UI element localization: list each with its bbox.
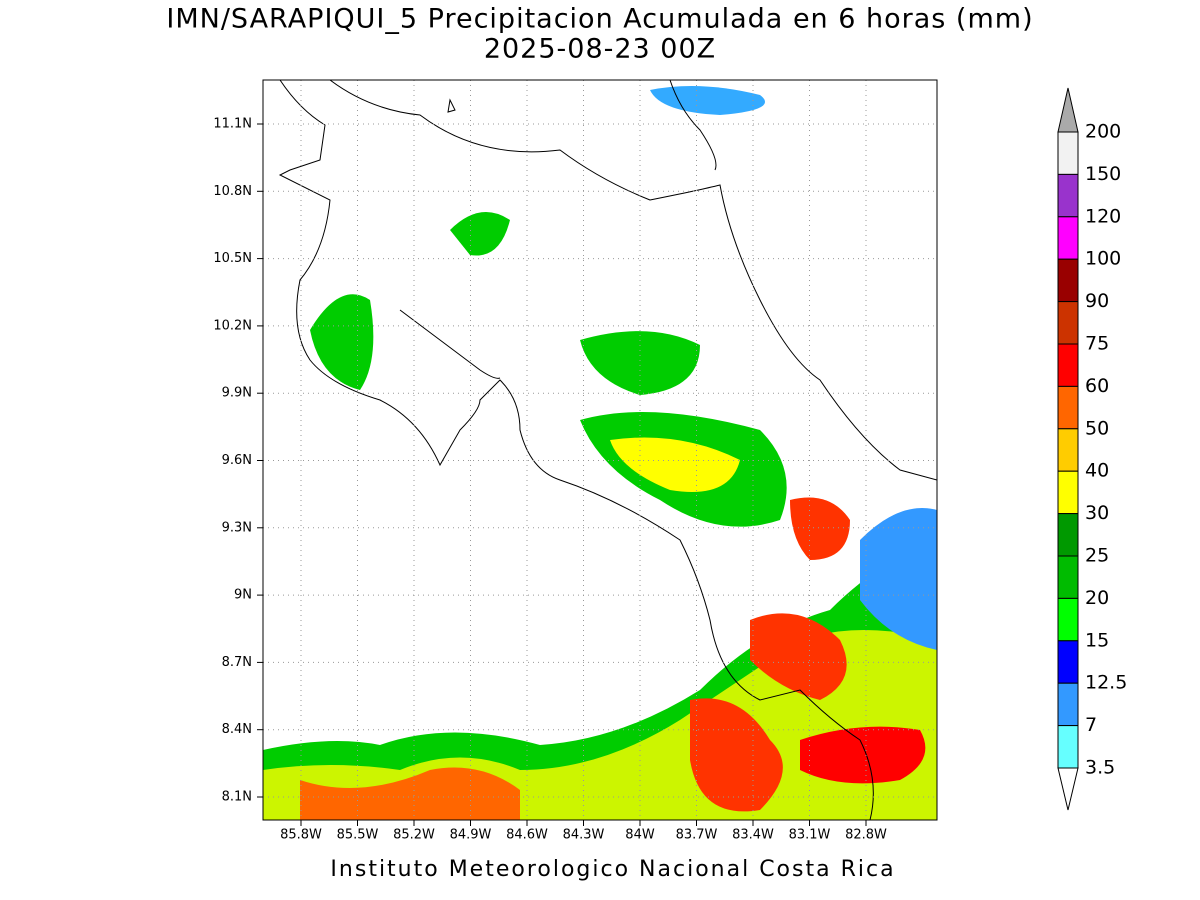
colorbar-label: 7 bbox=[1085, 714, 1097, 736]
lon-label: 85.5W bbox=[337, 828, 379, 843]
colorbar-label: 90 bbox=[1085, 290, 1109, 312]
precip-area bbox=[750, 613, 847, 700]
precip-area bbox=[790, 497, 850, 560]
precip-area bbox=[300, 767, 520, 820]
title: IMN/SARAPIQUI_5 Precipitacion Acumulada … bbox=[166, 4, 1033, 35]
border-line bbox=[329, 80, 937, 481]
lon-label: 85.2W bbox=[393, 828, 435, 843]
colorbar-box bbox=[1057, 682, 1079, 727]
pacific-coast bbox=[278, 80, 874, 820]
colorbar-under bbox=[1057, 767, 1079, 811]
precip-area bbox=[310, 294, 374, 390]
colorbar-label: 15 bbox=[1085, 629, 1109, 651]
colorbar-label: 50 bbox=[1085, 417, 1109, 439]
lat-label: 11.1N bbox=[213, 117, 252, 132]
colorbar-label: 40 bbox=[1085, 460, 1109, 482]
colorbar-label: 150 bbox=[1085, 163, 1121, 185]
lon-label: 83.1W bbox=[789, 828, 831, 843]
lat-label: 10.5N bbox=[213, 251, 252, 266]
lat-label: 9.3N bbox=[222, 520, 252, 535]
colorbar-label: 60 bbox=[1085, 375, 1109, 397]
colorbar-box bbox=[1057, 428, 1079, 472]
lat-label: 8.1N bbox=[222, 790, 252, 805]
colorbar-box bbox=[1057, 385, 1079, 430]
caribbean-coast bbox=[669, 80, 717, 171]
lon-label: 84.9W bbox=[450, 828, 492, 843]
colorbar-box bbox=[1057, 216, 1079, 260]
precip-area bbox=[650, 86, 765, 115]
colorbar-box bbox=[1057, 513, 1079, 557]
colorbar-box bbox=[1057, 725, 1079, 769]
lon-label: 82.8W bbox=[845, 828, 887, 843]
lon-label: 84.3W bbox=[563, 828, 605, 843]
lon-label: 83.4W bbox=[732, 828, 774, 843]
lat-label: 8.7N bbox=[222, 655, 252, 670]
lon-label: 83.7W bbox=[676, 828, 718, 843]
colorbar-box bbox=[1057, 640, 1079, 684]
colorbar-box bbox=[1057, 343, 1079, 387]
subtitle: 2025-08-23 00Z bbox=[484, 34, 716, 65]
coastline bbox=[278, 80, 937, 820]
precip-area bbox=[860, 508, 937, 650]
map-frame bbox=[262, 79, 938, 821]
colorbar-label: 120 bbox=[1085, 205, 1121, 227]
colorbar-box bbox=[1057, 555, 1079, 599]
gulf-coast bbox=[399, 309, 501, 379]
colorbar-box bbox=[1057, 258, 1079, 303]
colorbar-box bbox=[1057, 301, 1079, 345]
colorbar-label: 20 bbox=[1085, 587, 1109, 609]
lat-label: 8.4N bbox=[222, 722, 252, 737]
colorbar-over bbox=[1057, 87, 1079, 133]
precip-field bbox=[263, 86, 937, 820]
colorbar-box bbox=[1057, 470, 1079, 515]
grid: 85.8W 85.5W 85.2W 84.9W 84.6W 84.3W 84W 83.7W 83… bbox=[213, 80, 937, 843]
precip-area bbox=[610, 437, 740, 492]
lon-label: 84W bbox=[625, 828, 655, 843]
colorbar-label: 12.5 bbox=[1085, 672, 1127, 694]
colorbar-label: 200 bbox=[1085, 121, 1121, 143]
lat-label: 9N bbox=[234, 588, 252, 603]
lat-label: 9.9N bbox=[222, 386, 252, 401]
colorbar-box bbox=[1057, 131, 1079, 175]
colorbar-box bbox=[1057, 173, 1079, 218]
lon-label: 84.6W bbox=[506, 828, 548, 843]
precip-area bbox=[800, 726, 926, 784]
island bbox=[447, 98, 456, 113]
lat-label: 9.6N bbox=[222, 453, 252, 468]
colorbar: 200 150 120 100 90 75 60 50 40 30 25 20 15 12.5 7 3.5 bbox=[1057, 87, 1127, 811]
colorbar-box bbox=[1057, 597, 1079, 642]
colorbar-label: 75 bbox=[1085, 333, 1109, 355]
precip-area bbox=[450, 212, 510, 256]
precip-area bbox=[690, 698, 783, 812]
lon-label: 85.8W bbox=[280, 828, 322, 843]
colorbar-label: 25 bbox=[1085, 545, 1109, 567]
colorbar-label: 100 bbox=[1085, 248, 1121, 270]
colorbar-label: 30 bbox=[1085, 502, 1109, 524]
colorbar-label: 3.5 bbox=[1085, 757, 1115, 779]
lat-label: 10.8N bbox=[213, 184, 252, 199]
footer: Instituto Meteorologico Nacional Costa R… bbox=[330, 857, 895, 882]
precip-area bbox=[580, 331, 700, 395]
lat-label: 10.2N bbox=[213, 318, 252, 333]
